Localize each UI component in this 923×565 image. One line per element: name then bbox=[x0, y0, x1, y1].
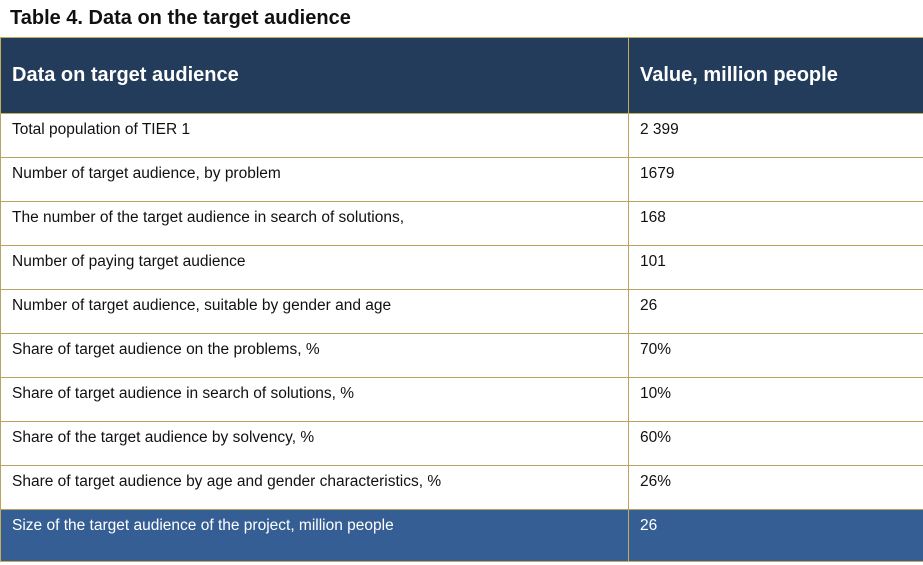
row-value: 60% bbox=[628, 421, 923, 466]
row-label: Number of target audience, by problem bbox=[0, 157, 629, 202]
row-label: Share of target audience by age and gend… bbox=[0, 465, 629, 510]
row-label: Number of target audience, suitable by g… bbox=[0, 289, 629, 334]
table-row: The number of the target audience in sea… bbox=[0, 201, 923, 246]
row-value: 10% bbox=[628, 377, 923, 422]
column-header-data: Data on target audience bbox=[0, 37, 629, 114]
row-label: Number of paying target audience bbox=[0, 245, 629, 290]
table-row: Share of target audience on the problems… bbox=[0, 333, 923, 378]
table-row: Number of target audience, suitable by g… bbox=[0, 289, 923, 334]
target-audience-table: Data on target audience Value, million p… bbox=[0, 37, 923, 562]
row-label: Total population of TIER 1 bbox=[0, 113, 629, 158]
row-label: Share of target audience in search of so… bbox=[0, 377, 629, 422]
header-row: Data on target audience Value, million p… bbox=[0, 37, 923, 114]
total-row: Size of the target audience of the proje… bbox=[0, 509, 923, 562]
row-value: 70% bbox=[628, 333, 923, 378]
table-row: Share of the target audience by solvency… bbox=[0, 421, 923, 466]
row-value: 101 bbox=[628, 245, 923, 290]
row-value: 26 bbox=[628, 289, 923, 334]
total-value: 26 bbox=[628, 509, 923, 562]
column-header-value: Value, million people bbox=[628, 37, 923, 114]
row-label: Share of target audience on the problems… bbox=[0, 333, 629, 378]
table-row: Share of target audience by age and gend… bbox=[0, 465, 923, 510]
row-label: Share of the target audience by solvency… bbox=[0, 421, 629, 466]
table-row: Total population of TIER 1 2 399 bbox=[0, 113, 923, 158]
table-caption: Table 4. Data on the target audience bbox=[10, 7, 351, 29]
table-row: Number of target audience, by problem 16… bbox=[0, 157, 923, 202]
row-value: 168 bbox=[628, 201, 923, 246]
row-value: 1679 bbox=[628, 157, 923, 202]
row-value: 26% bbox=[628, 465, 923, 510]
total-label: Size of the target audience of the proje… bbox=[0, 509, 629, 562]
table-row: Number of paying target audience 101 bbox=[0, 245, 923, 290]
table-row: Share of target audience in search of so… bbox=[0, 377, 923, 422]
row-value: 2 399 bbox=[628, 113, 923, 158]
row-label: The number of the target audience in sea… bbox=[0, 201, 629, 246]
